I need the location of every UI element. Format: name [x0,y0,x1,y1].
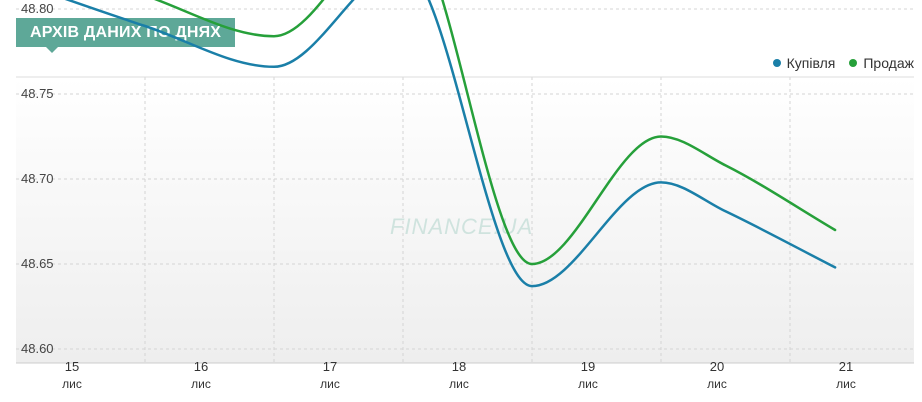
x-tick-label-month: лис [191,377,211,391]
y-tick-label: 48.75 [21,86,54,101]
x-tick-label-day: 21 [839,359,853,374]
x-tick-label-day: 17 [323,359,337,374]
x-tick-label-day: 18 [452,359,466,374]
legend-item-sell[interactable]: Продаж [849,55,914,71]
x-tick-label-month: лис [449,377,469,391]
x-tick-label-month: лис [320,377,340,391]
x-tick-label-day: 15 [65,359,79,374]
y-tick-label: 48.60 [21,341,54,356]
x-tick-label-day: 19 [581,359,595,374]
x-tick-label-month: лис [62,377,82,391]
grid [16,8,914,364]
x-axis-labels: 15 лис 16 лис 17 лис 18 лис 19 лис 20 лис 21 лис [62,359,856,391]
series-line-sell[interactable] [16,0,837,266]
y-tick-label: 48.70 [21,171,54,186]
legend-label-sell: Продаж [863,55,914,71]
legend-label-buy: Купівля [786,55,836,71]
y-tick-label: 48.65 [21,256,54,271]
legend-dot-sell [849,59,858,67]
series [16,0,837,288]
x-tick-label-month: лис [707,377,727,391]
chart-legend: Купівля Продаж [772,55,914,71]
x-tick-label-month: лис [578,377,598,391]
legend-item-buy[interactable]: Купівля [772,55,836,71]
x-tick-label-day: 16 [194,359,208,374]
x-tick-label-day: 20 [710,359,724,374]
plot-background [16,77,914,363]
chart-title: АРХІВ ДАНИХ ПО ДНЯХ [16,18,236,53]
watermark-text: FINANCE.UA [390,214,533,239]
y-tick-label: 48.80 [21,1,54,16]
legend-dot-buy [772,59,781,67]
x-tick-label-month: лис [836,377,856,391]
series-line-buy[interactable] [16,0,837,288]
